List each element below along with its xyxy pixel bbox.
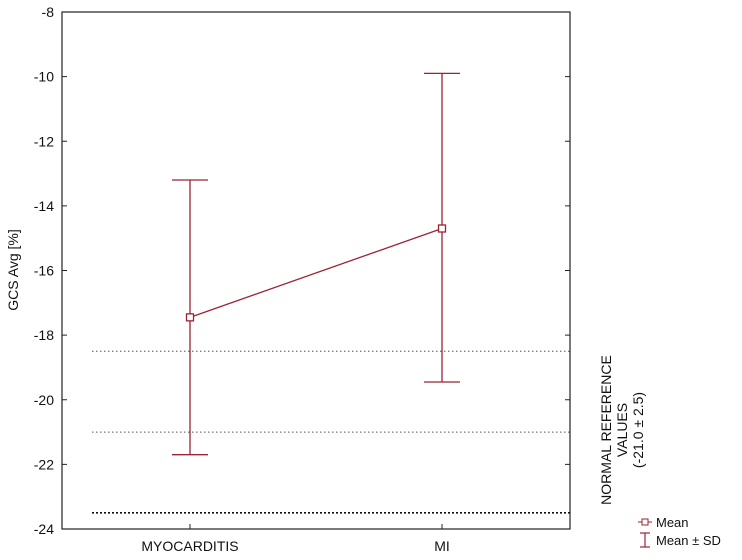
x-axis: MYOCARDITIS MI xyxy=(141,524,450,554)
mean-point xyxy=(185,313,195,322)
plot-area xyxy=(61,11,571,530)
y-tick-label: -22 xyxy=(34,456,54,472)
y-tick-label: -10 xyxy=(34,69,54,85)
x-tick-label: MYOCARDITIS xyxy=(141,538,238,554)
legend-mean-marker xyxy=(641,518,649,526)
reference-label-line: VALUES xyxy=(614,403,630,457)
mean-point xyxy=(437,224,447,233)
reference-lines xyxy=(92,350,570,514)
y-tick-label: -12 xyxy=(34,133,54,149)
y-tick-label: -18 xyxy=(34,327,54,343)
x-tick-label: MI xyxy=(434,538,450,554)
y-axis: -8 -10 -12 -14 -16 -18 -20 -22 -24 xyxy=(34,4,570,537)
y-tick-label: -24 xyxy=(34,521,54,537)
legend-label-mean: Mean xyxy=(656,515,689,530)
mean-line xyxy=(189,227,443,318)
y-tick-label: -20 xyxy=(34,392,54,408)
reference-label-line: (-21.0 ± 2.5) xyxy=(630,392,646,468)
reference-label: NORMAL REFERENCEVALUES(-21.0 ± 2.5) xyxy=(598,355,646,505)
legend-label-sd: Mean ± SD xyxy=(656,533,721,548)
y-tick-label: -16 xyxy=(34,263,54,279)
reference-label-line: NORMAL REFERENCE xyxy=(598,355,614,505)
y-tick-label: -14 xyxy=(34,198,54,214)
y-axis-title: GCS Avg [%] xyxy=(5,229,21,310)
legend: Mean Mean ± SD xyxy=(638,515,721,548)
y-tick-label: -8 xyxy=(42,4,55,20)
series-mean xyxy=(172,72,460,456)
